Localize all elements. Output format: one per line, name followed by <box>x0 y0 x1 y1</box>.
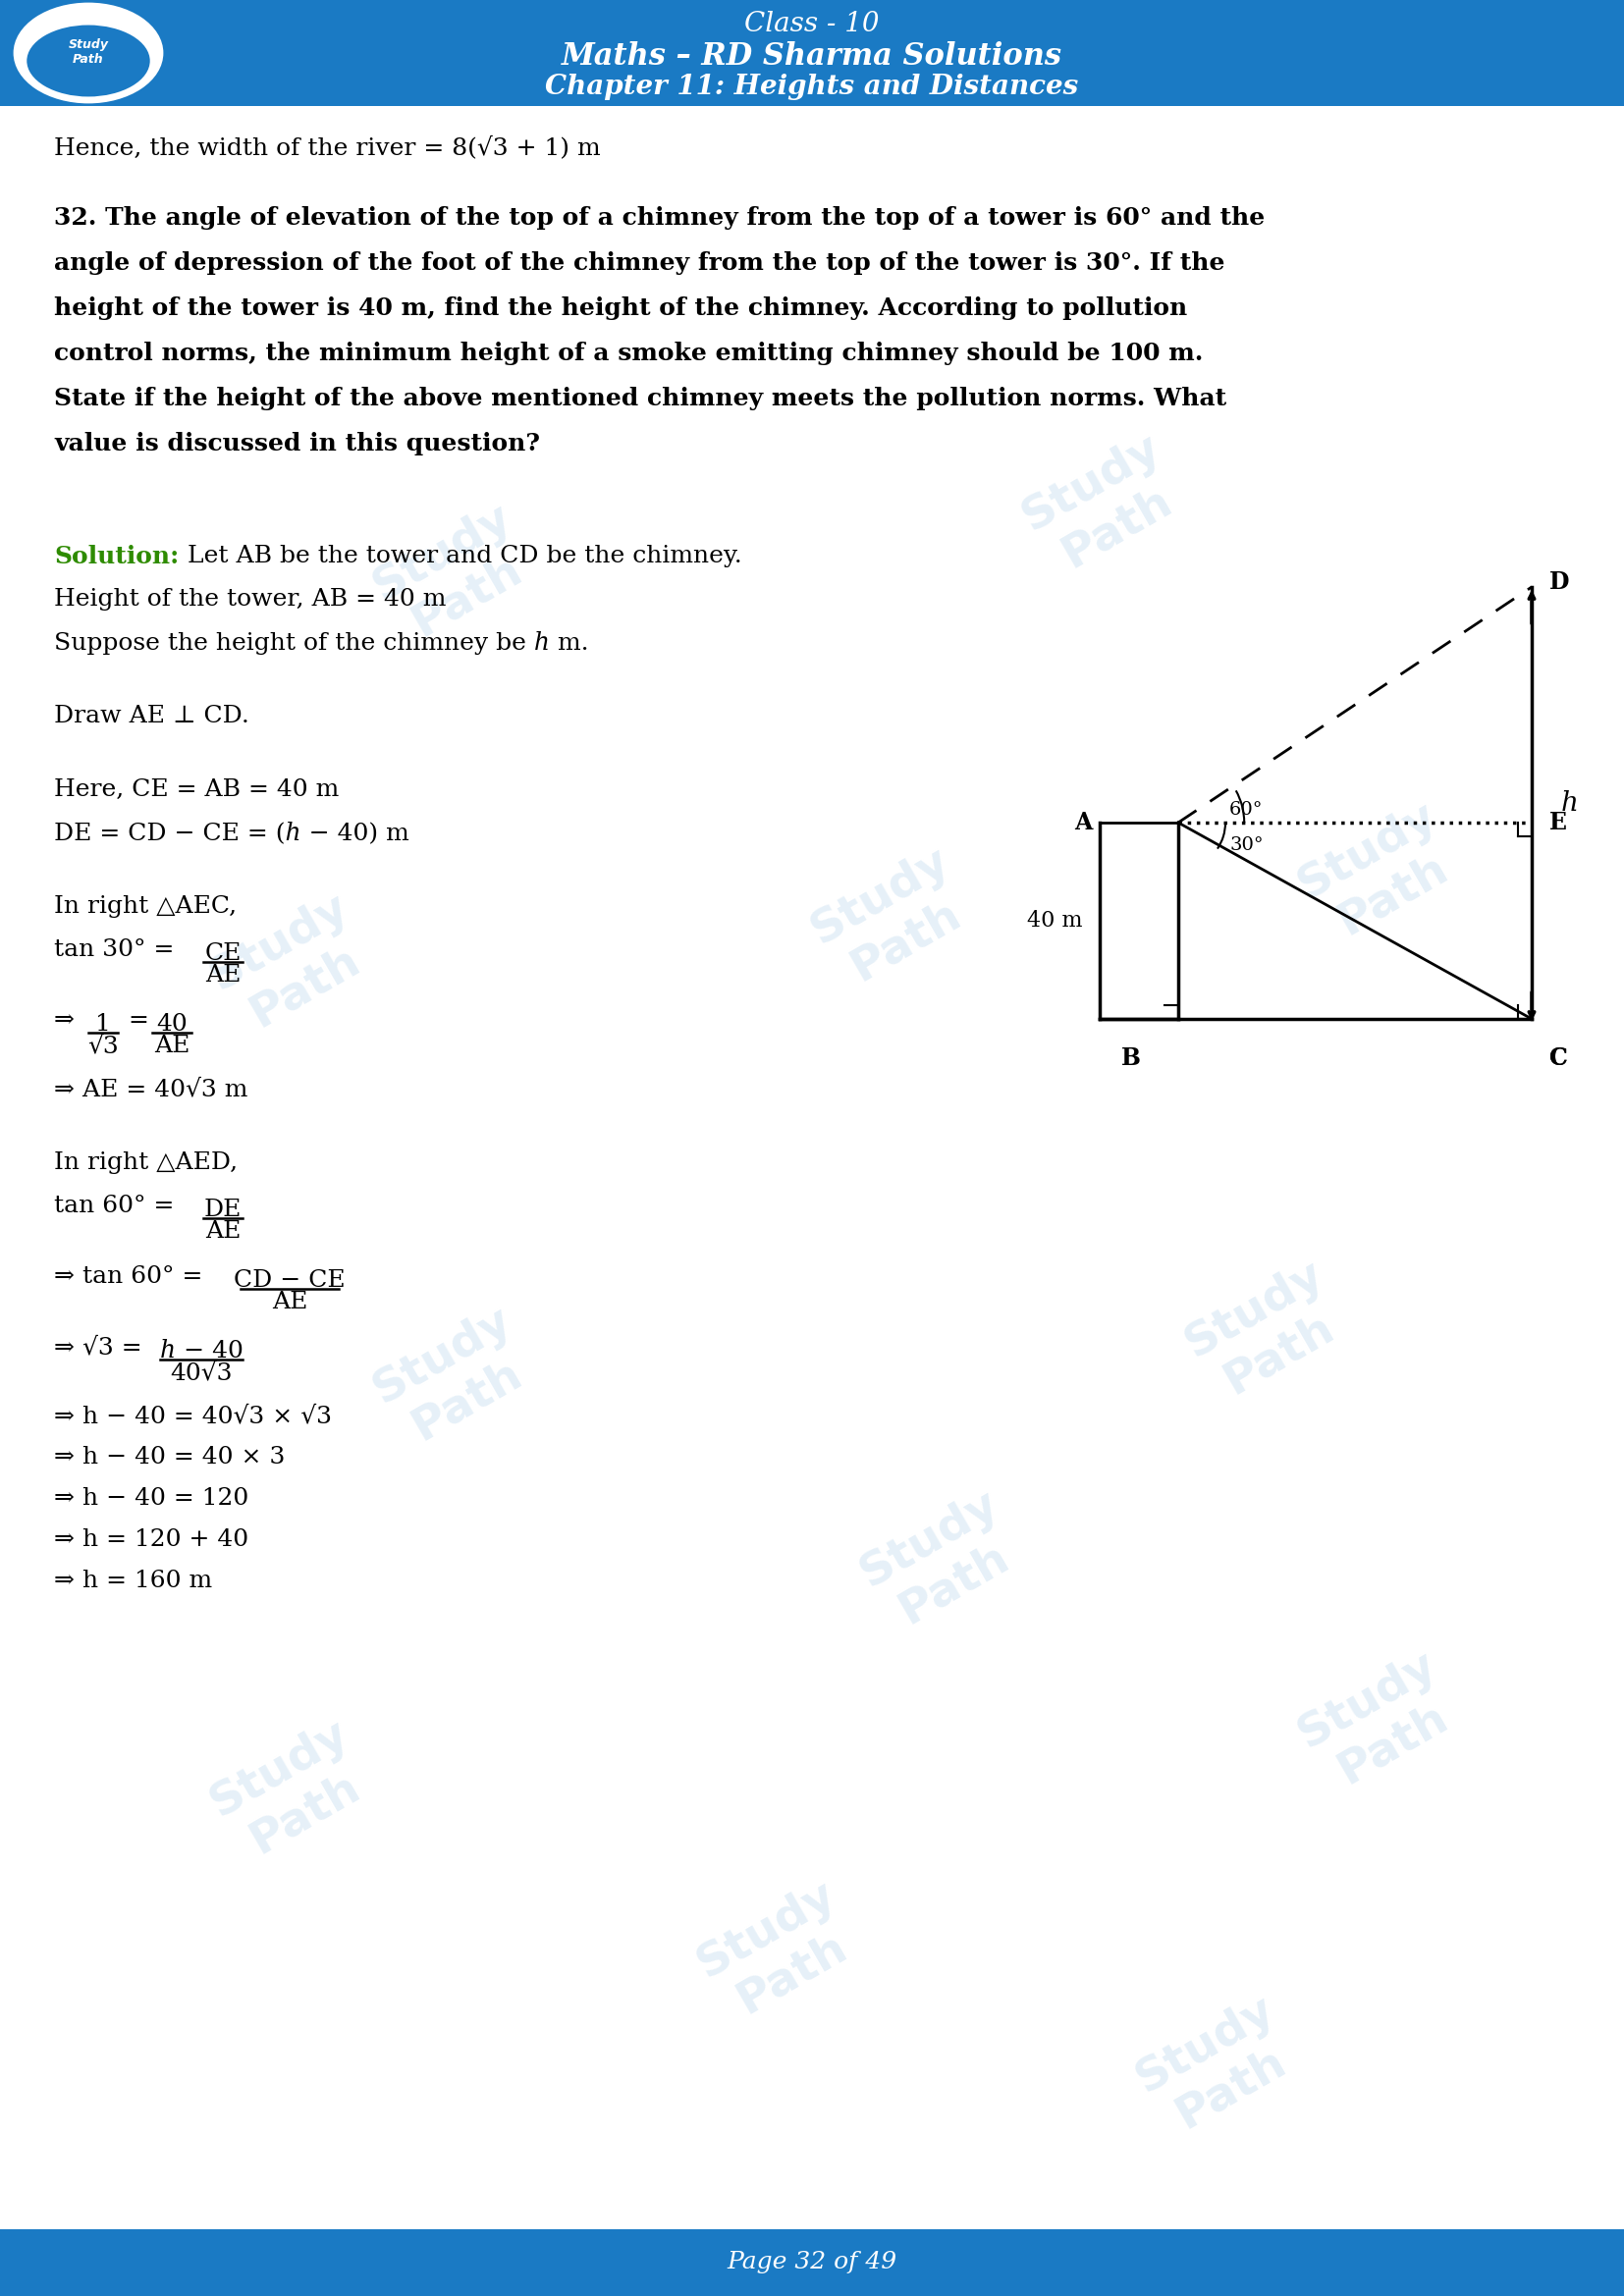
Text: ⇒: ⇒ <box>54 1010 75 1031</box>
Text: Hence, the width of the river = 8(√3 + 1) m: Hence, the width of the river = 8(√3 + 1… <box>54 135 601 158</box>
Text: h: h <box>1561 790 1579 815</box>
Text: State if the height of the above mentioned chimney meets the pollution norms. Wh: State if the height of the above mention… <box>54 386 1226 411</box>
Text: 40 m: 40 m <box>1026 909 1082 932</box>
Text: Class - 10: Class - 10 <box>744 9 880 37</box>
Text: Suppose the height of the chimney be ℎ m.: Suppose the height of the chimney be ℎ m… <box>54 631 590 654</box>
Text: 1: 1 <box>96 1013 110 1035</box>
Text: In right △AED,: In right △AED, <box>54 1150 237 1173</box>
Text: control norms, the minimum height of a smoke emitting chimney should be 100 m.: control norms, the minimum height of a s… <box>54 342 1203 365</box>
Text: tan 60° =: tan 60° = <box>54 1194 174 1217</box>
Text: AE: AE <box>205 1219 240 1242</box>
Text: ⇒ h = 160 m: ⇒ h = 160 m <box>54 1570 213 1591</box>
Text: =: = <box>128 1010 148 1031</box>
Text: Study
Path: Study Path <box>365 494 544 654</box>
Text: tan 30° =: tan 30° = <box>54 939 174 962</box>
Text: Study
Path: Study Path <box>1291 1642 1470 1802</box>
Bar <box>0 0 1624 106</box>
Text: Study
Path: Study Path <box>690 1871 869 2032</box>
Text: √3: √3 <box>88 1035 119 1056</box>
Text: Here, CE = AB = 40 m: Here, CE = AB = 40 m <box>54 778 339 801</box>
Text: AE: AE <box>154 1035 190 1056</box>
Text: AE: AE <box>205 964 240 987</box>
Text: value is discussed in this question?: value is discussed in this question? <box>54 432 541 455</box>
Text: ⇒ h − 40 = 40 × 3: ⇒ h − 40 = 40 × 3 <box>54 1446 286 1469</box>
Text: Study
Path: Study Path <box>203 884 382 1045</box>
Text: Study
Path: Study Path <box>365 1297 544 1458</box>
Text: DE: DE <box>205 1199 242 1221</box>
Text: Study
Path: Study Path <box>1015 425 1194 585</box>
Text: Solution:: Solution: <box>54 544 179 569</box>
Text: Let AB be the tower and CD be the chimney.: Let AB be the tower and CD be the chimne… <box>180 544 742 567</box>
Text: ⇒ AE = 40√3 m: ⇒ AE = 40√3 m <box>54 1077 248 1100</box>
Text: Study
Path: Study Path <box>203 1711 382 1871</box>
Text: AE: AE <box>271 1290 307 1313</box>
Text: D: D <box>1549 569 1569 595</box>
Text: Study: Study <box>68 39 109 51</box>
Text: A: A <box>1073 810 1091 833</box>
Text: 60°: 60° <box>1229 801 1263 820</box>
Text: E: E <box>1549 810 1567 833</box>
Text: Draw AE ⊥ CD.: Draw AE ⊥ CD. <box>54 705 248 728</box>
Ellipse shape <box>26 23 151 99</box>
Text: 40√3: 40√3 <box>171 1362 232 1384</box>
Ellipse shape <box>15 5 162 101</box>
Text: ⇒ h − 40 = 120: ⇒ h − 40 = 120 <box>54 1488 248 1511</box>
Text: 40: 40 <box>156 1013 187 1035</box>
Text: Path: Path <box>73 53 104 64</box>
Text: DE = CD − CE = (ℎ − 40) m: DE = CD − CE = (ℎ − 40) m <box>54 822 409 845</box>
Text: Study
Path: Study Path <box>1129 1986 1307 2147</box>
Text: ⇒ h = 120 + 40: ⇒ h = 120 + 40 <box>54 1529 248 1552</box>
Text: Height of the tower, AB = 40 m: Height of the tower, AB = 40 m <box>54 588 447 611</box>
Text: Page 32 of 49: Page 32 of 49 <box>728 2252 896 2273</box>
Text: ⇒ tan 60° =: ⇒ tan 60° = <box>54 1265 203 1288</box>
Bar <box>0 2229 1624 2296</box>
Text: Maths – RD Sharma Solutions: Maths – RD Sharma Solutions <box>562 41 1062 71</box>
Text: ℎ − 40: ℎ − 40 <box>159 1341 244 1362</box>
Text: C: C <box>1549 1047 1567 1070</box>
Text: height of the tower is 40 m, find the height of the chimney. According to pollut: height of the tower is 40 m, find the he… <box>54 296 1187 319</box>
Text: Study
Path: Study Path <box>1177 1251 1356 1412</box>
Text: Study
Path: Study Path <box>1291 792 1470 953</box>
Text: CD − CE: CD − CE <box>234 1270 346 1293</box>
Text: Chapter 11: Heights and Distances: Chapter 11: Heights and Distances <box>546 73 1078 101</box>
Text: ⇒ h − 40 = 40√3 × √3: ⇒ h − 40 = 40√3 × √3 <box>54 1405 331 1428</box>
Text: Study
Path: Study Path <box>853 1481 1031 1642</box>
Text: 32. The angle of elevation of the top of a chimney from the top of a tower is 60: 32. The angle of elevation of the top of… <box>54 207 1265 230</box>
Text: 30°: 30° <box>1229 836 1263 854</box>
Text: B: B <box>1121 1047 1142 1070</box>
Text: In right △AEC,: In right △AEC, <box>54 895 237 918</box>
Text: C: C <box>1549 1047 1567 1070</box>
Text: CE: CE <box>205 941 242 964</box>
Text: Study
Path: Study Path <box>804 838 983 999</box>
Text: ⇒ √3 =: ⇒ √3 = <box>54 1336 141 1359</box>
Text: angle of depression of the foot of the chimney from the top of the tower is 30°.: angle of depression of the foot of the c… <box>54 250 1224 276</box>
